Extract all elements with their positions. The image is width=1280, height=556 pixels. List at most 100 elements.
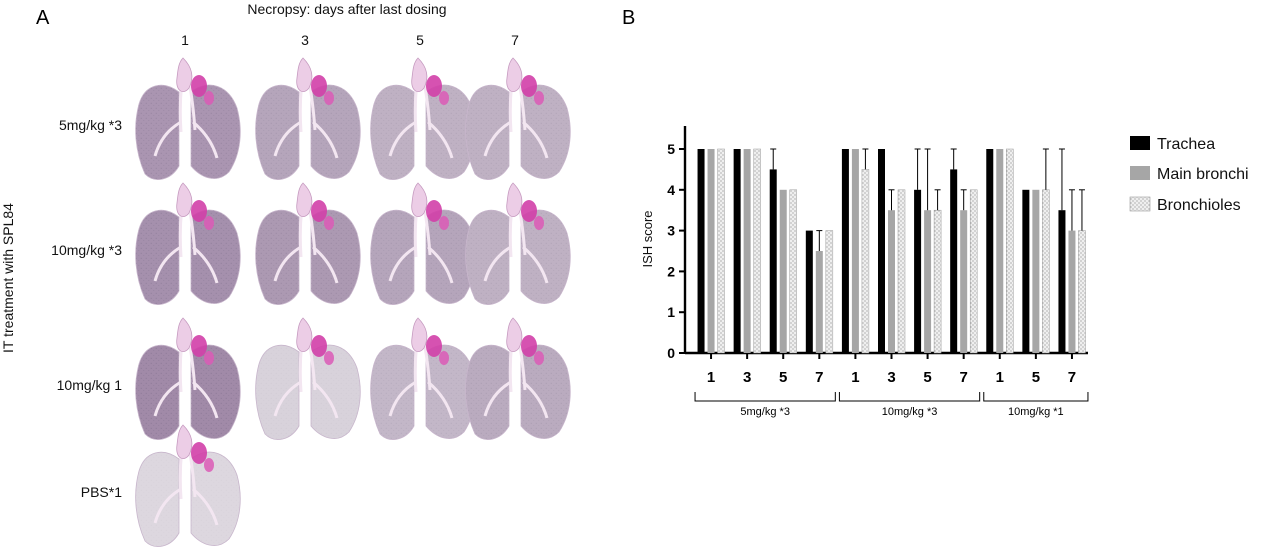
y-tick-label: 0 bbox=[667, 345, 675, 361]
x-tick-label: 7 bbox=[1068, 369, 1076, 386]
x-tick-label: 7 bbox=[960, 369, 968, 386]
bar bbox=[851, 149, 859, 353]
x-tick-label: 3 bbox=[743, 369, 751, 386]
bar bbox=[753, 148, 761, 354]
group-label: 10mg/kg *1 bbox=[1008, 406, 1064, 418]
bar bbox=[1068, 230, 1076, 353]
lung-section-image bbox=[465, 317, 571, 440]
bar bbox=[743, 149, 751, 353]
x-axis-labels: 1 3 5 7 1 3 5 7 1 5 7 bbox=[707, 353, 1076, 386]
row-label: 10mg/kg 1 bbox=[57, 377, 123, 393]
bar bbox=[950, 169, 958, 353]
x-tick-label: 5 bbox=[923, 369, 931, 386]
lung-section-image bbox=[465, 57, 571, 180]
legend-label: Main bronchi bbox=[1157, 166, 1249, 183]
lung-section-image bbox=[255, 182, 361, 305]
bar bbox=[779, 189, 787, 353]
lung-section-image bbox=[135, 57, 241, 180]
x-tick-label: 1 bbox=[851, 369, 859, 386]
bar bbox=[888, 210, 895, 353]
panel-b-letter: B bbox=[622, 7, 635, 29]
bar bbox=[841, 149, 849, 353]
column-label: 5 bbox=[416, 32, 424, 48]
bar bbox=[825, 230, 834, 354]
x-tick-label: 5 bbox=[779, 369, 787, 386]
bar bbox=[969, 189, 978, 354]
bar bbox=[1042, 189, 1050, 354]
x-tick-label: 7 bbox=[815, 369, 823, 386]
bar bbox=[1032, 189, 1040, 353]
row-label: 5mg/kg *3 bbox=[59, 117, 122, 133]
bar bbox=[897, 189, 906, 354]
legend-swatch bbox=[1129, 196, 1151, 212]
panel-b: B ISH score 0 1 2 3 4 5 1 3 5 7 1 3 5 7 1 5 7 5mg/kg *3… bbox=[600, 0, 1280, 551]
bar bbox=[1006, 148, 1014, 354]
bar bbox=[815, 251, 823, 353]
bar bbox=[805, 230, 813, 353]
group-bracket bbox=[838, 392, 981, 402]
legend-label: Trachea bbox=[1157, 136, 1215, 153]
y-axis-label: ISH score bbox=[640, 210, 655, 267]
panel-a-letter: A bbox=[36, 7, 50, 29]
panel-a-lung-images bbox=[135, 57, 571, 547]
bar bbox=[996, 149, 1004, 353]
panel-a-header: Necropsy: days after last dosing bbox=[247, 1, 446, 17]
lung-section-image bbox=[370, 182, 476, 305]
panel-a-column-labels: 1 3 5 7 bbox=[181, 32, 519, 48]
bar bbox=[861, 169, 870, 354]
y-tick-label: 2 bbox=[667, 263, 675, 279]
group-bracket bbox=[983, 392, 1089, 402]
panel-a-canvas: A Necropsy: days after last dosing IT tr… bbox=[0, 1, 571, 547]
bar bbox=[1078, 230, 1086, 354]
x-tick-label: 5 bbox=[1032, 369, 1040, 386]
column-label: 1 bbox=[181, 32, 189, 48]
lung-section-image bbox=[370, 57, 476, 180]
column-label: 7 bbox=[511, 32, 519, 48]
bar bbox=[707, 149, 715, 353]
y-tick-label: 1 bbox=[667, 304, 675, 320]
bar bbox=[924, 210, 932, 353]
bar bbox=[769, 169, 777, 353]
column-label: 3 bbox=[301, 32, 309, 48]
panel-a-row-labels: 5mg/kg *3 10mg/kg *3 10mg/kg 1 PBS*1 bbox=[51, 117, 122, 500]
bar bbox=[697, 149, 705, 353]
bar bbox=[960, 210, 968, 353]
panel-a: A Necropsy: days after last dosing IT tr… bbox=[0, 0, 600, 551]
bar bbox=[1022, 189, 1030, 353]
group-label: 5mg/kg *3 bbox=[740, 406, 790, 418]
chart-bars bbox=[697, 148, 1086, 354]
bar bbox=[1058, 210, 1066, 353]
lung-section-image bbox=[465, 182, 571, 305]
lung-section-image bbox=[255, 317, 361, 440]
x-tick-label: 3 bbox=[887, 369, 895, 386]
lung-section-image bbox=[370, 317, 476, 440]
bar bbox=[733, 149, 741, 353]
x-tick-label: 1 bbox=[996, 369, 1004, 386]
legend-label: Bronchioles bbox=[1157, 197, 1241, 214]
y-tick-label: 4 bbox=[667, 182, 675, 198]
x-tick-label: 1 bbox=[707, 369, 715, 386]
ish-score-chart: B ISH score 0 1 2 3 4 5 1 3 5 7 1 3 5 7 1 5 7 5mg/kg *3… bbox=[622, 7, 1249, 418]
lung-section-image bbox=[135, 182, 241, 305]
row-label: PBS*1 bbox=[81, 484, 122, 500]
legend-swatch bbox=[1130, 166, 1150, 180]
group-brackets: 5mg/kg *3 10mg/kg *3 10mg/kg *1 bbox=[694, 392, 1089, 418]
chart-axes: 0 1 2 3 4 5 bbox=[667, 126, 1088, 361]
group-label: 10mg/kg *3 bbox=[882, 406, 938, 418]
chart-legend: Trachea Main bronchi Bronchioles bbox=[1129, 136, 1249, 214]
row-label: 10mg/kg *3 bbox=[51, 242, 122, 258]
bar bbox=[878, 149, 885, 353]
y-tick-label: 3 bbox=[667, 223, 675, 239]
group-bracket bbox=[694, 392, 836, 402]
panel-a-side-label: IT treatment with SPL84 bbox=[0, 203, 16, 353]
bar bbox=[914, 189, 922, 353]
lung-section-image bbox=[135, 317, 241, 440]
lung-section-image bbox=[255, 57, 361, 180]
bar bbox=[986, 149, 994, 353]
legend-swatch bbox=[1130, 136, 1150, 150]
y-tick-label: 5 bbox=[667, 141, 675, 157]
bar bbox=[933, 209, 942, 354]
lung-section-image bbox=[135, 424, 241, 547]
bar bbox=[789, 189, 797, 354]
bar bbox=[717, 148, 725, 354]
